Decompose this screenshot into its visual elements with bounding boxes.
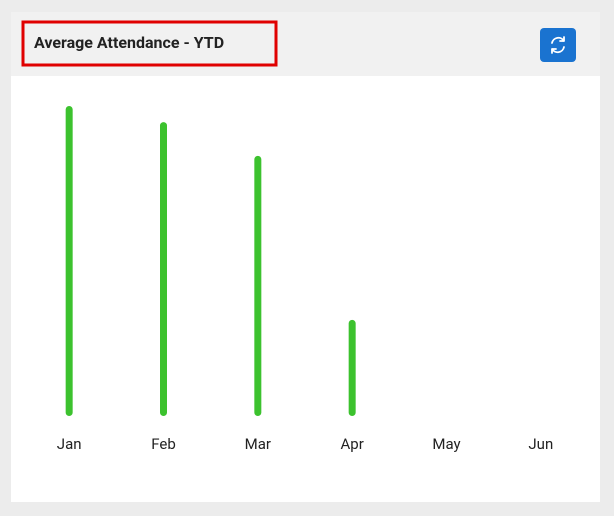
x-tick-label: Feb	[151, 435, 176, 453]
bar	[254, 155, 262, 416]
x-tick-label: Mar	[245, 435, 271, 453]
chart-title: Average Attendance - YTD	[34, 33, 224, 52]
title-highlight	[21, 20, 278, 67]
x-tick-label: Jun	[528, 435, 553, 453]
refresh-button[interactable]	[540, 28, 576, 62]
x-tick-label: Jan	[57, 435, 82, 453]
refresh-button-bg[interactable]	[540, 28, 576, 62]
x-tick-label: May	[432, 435, 460, 453]
card	[11, 12, 600, 502]
bar	[348, 319, 356, 416]
bar	[160, 122, 167, 417]
plot: Jan Feb Mar Apr May Jun	[57, 106, 553, 453]
refresh-icon[interactable]	[551, 36, 565, 54]
bar	[65, 106, 73, 416]
x-tick-label: Apr	[341, 435, 364, 453]
